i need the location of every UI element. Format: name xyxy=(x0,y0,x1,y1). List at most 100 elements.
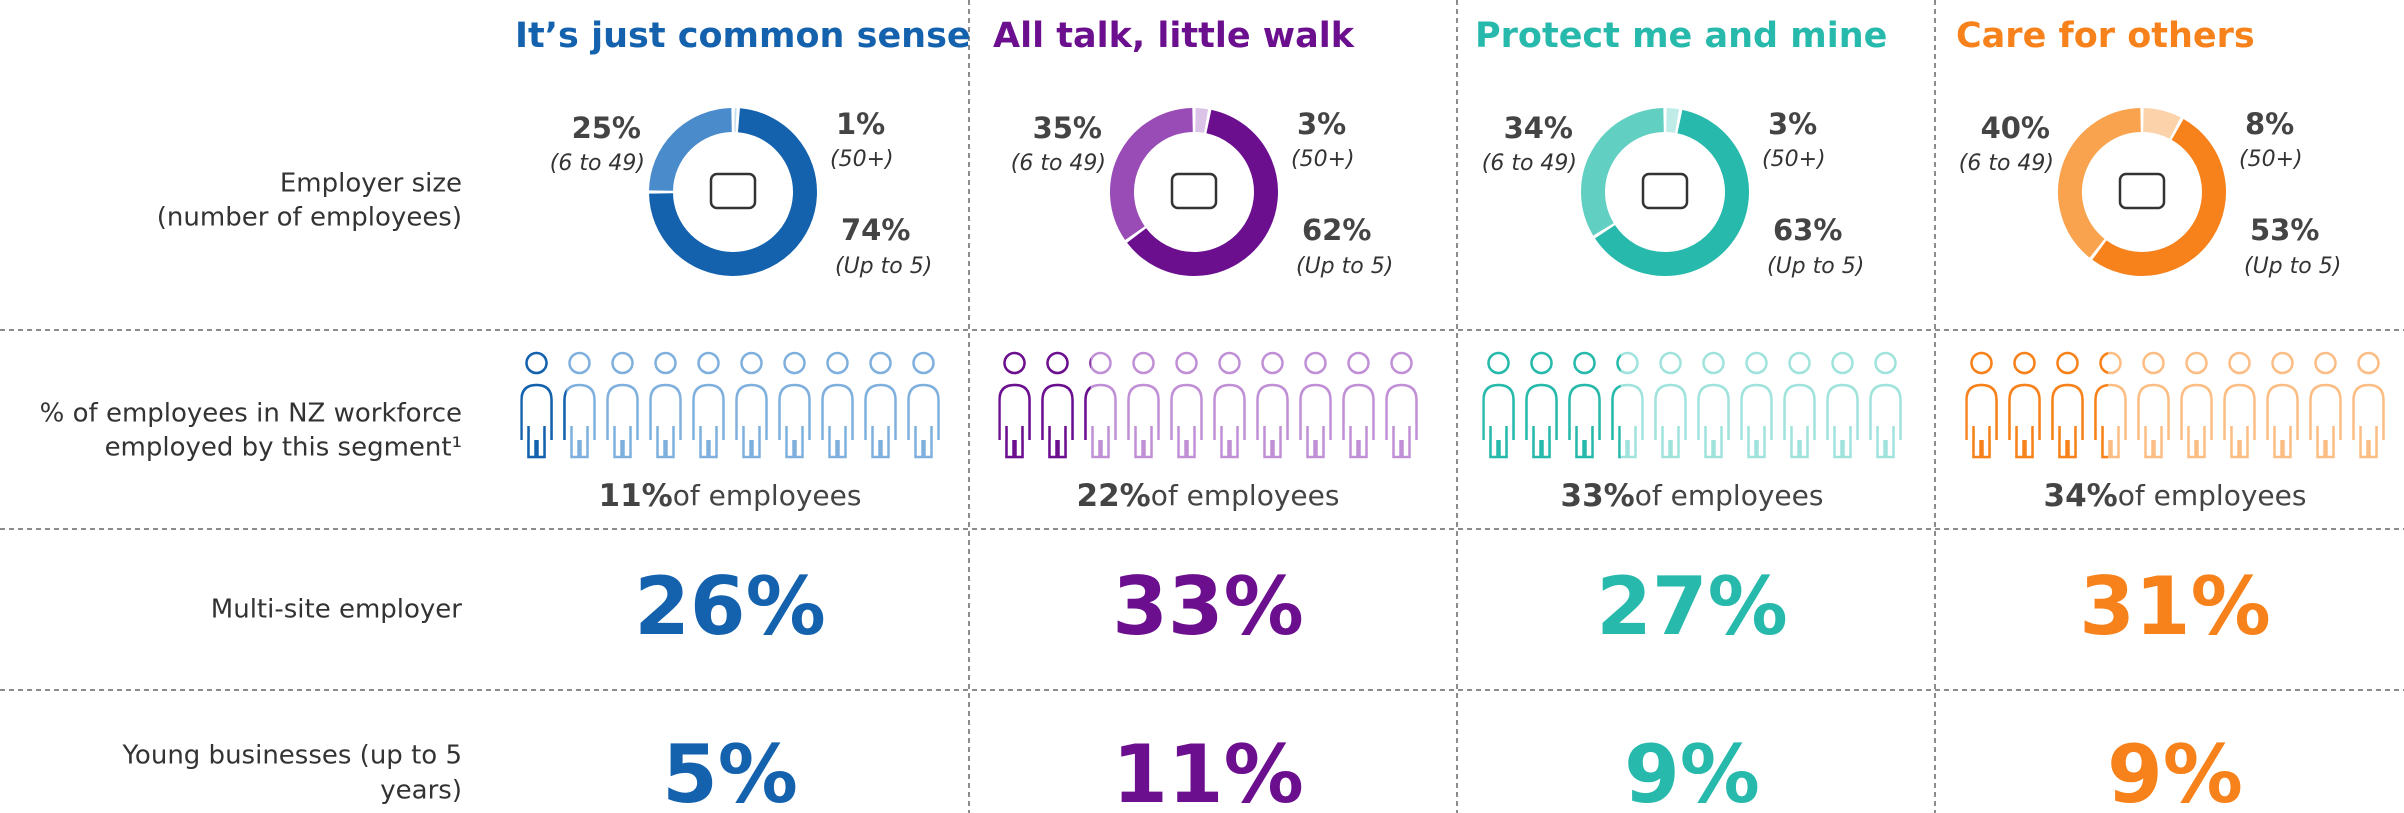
person-body xyxy=(1041,383,1074,459)
donut-note: (Up to 5) xyxy=(1296,254,1393,279)
people-share xyxy=(1965,351,2108,459)
person-body xyxy=(1213,383,1246,459)
person-body xyxy=(2008,383,2041,459)
employees-value: 33% xyxy=(1561,478,1635,514)
people-share xyxy=(1482,351,1621,459)
donut-note: (Up to 5) xyxy=(1767,254,1864,279)
employees-share: 34%of employees xyxy=(2044,478,2307,514)
person-head xyxy=(912,351,935,375)
person-head xyxy=(2271,351,2294,375)
donut-note: (Up to 5) xyxy=(835,254,932,279)
multi-site-value: 33% xyxy=(1112,560,1303,653)
person-head xyxy=(654,351,677,375)
donut-icon xyxy=(709,172,757,210)
young-value: 11% xyxy=(1112,728,1303,813)
donut-segment xyxy=(649,108,817,276)
donut-note: (50+) xyxy=(1762,147,1826,172)
person-head xyxy=(1347,351,1370,375)
donut-note: (6 to 49) xyxy=(1959,151,2054,176)
person-body xyxy=(520,383,553,459)
person-body xyxy=(1084,386,1091,440)
person-head xyxy=(826,351,849,375)
person-head xyxy=(2185,351,2208,375)
person-head xyxy=(1046,351,1069,375)
person-head xyxy=(1874,351,1897,375)
person-head xyxy=(783,351,806,375)
donut-value-label: 25% xyxy=(572,111,641,145)
person-body xyxy=(1127,383,1160,459)
donut-segment xyxy=(1110,108,1194,240)
donut-value-label: 8% xyxy=(2245,107,2294,141)
person-body xyxy=(2051,383,2084,459)
person-head xyxy=(1616,353,1621,373)
person-head xyxy=(1831,351,1854,375)
person-body xyxy=(1783,383,1816,459)
segment-title: Care for others xyxy=(1956,16,2255,56)
donut-value-label: 3% xyxy=(1768,107,1817,141)
person-body xyxy=(821,383,854,459)
employees-text: of employees xyxy=(1635,479,1824,512)
donut-segment xyxy=(1595,109,1749,276)
person-body xyxy=(1654,383,1687,459)
donut-value-label: 74% xyxy=(841,213,910,247)
person-body xyxy=(2352,383,2385,459)
donut-value-label: 40% xyxy=(1981,111,2050,145)
multi-site-value: 31% xyxy=(2079,560,2270,653)
donut-note: (6 to 49) xyxy=(1011,151,1106,176)
person-body xyxy=(1256,383,1289,459)
person-head xyxy=(1487,351,1510,375)
row-label: years) xyxy=(380,776,462,806)
donut-value-label: 3% xyxy=(1297,107,1346,141)
young-value: 9% xyxy=(2107,728,2243,813)
person-head xyxy=(1970,351,1993,375)
person-head xyxy=(2013,351,2036,375)
person-head xyxy=(1218,351,1241,375)
person-head xyxy=(1304,351,1327,375)
employees-share: 11%of employees xyxy=(599,478,862,514)
person-body xyxy=(1170,383,1203,459)
person-head xyxy=(697,351,720,375)
employees-text: of employees xyxy=(2118,479,2307,512)
donut-value-label: 62% xyxy=(1302,213,1371,247)
person-head xyxy=(2314,351,2337,375)
employees-text: of employees xyxy=(1151,479,1340,512)
person-head xyxy=(1003,351,1026,375)
donut-icon xyxy=(2118,172,2166,210)
donut-note: (6 to 49) xyxy=(550,151,645,176)
person-body xyxy=(1385,383,1418,459)
person-head xyxy=(1530,351,1553,375)
employees-share: 22%of employees xyxy=(1077,478,1340,514)
donut-value-label: 1% xyxy=(836,107,885,141)
people-light xyxy=(520,351,940,459)
person-head xyxy=(1089,351,1112,375)
person-body xyxy=(735,383,768,459)
donut-note: (50+) xyxy=(1291,147,1355,172)
person-body xyxy=(563,388,567,440)
donut-value-label: 63% xyxy=(1773,213,1842,247)
person-head xyxy=(1659,351,1682,375)
person-head xyxy=(2357,351,2380,375)
person-head xyxy=(1702,351,1725,375)
person-body xyxy=(649,383,682,459)
person-body xyxy=(606,383,639,459)
donut-segment xyxy=(1127,109,1278,276)
donut-value-label: 34% xyxy=(1504,111,1573,145)
multi-site-value: 27% xyxy=(1596,560,1787,653)
young-value: 9% xyxy=(1624,728,1760,813)
person-body xyxy=(692,383,725,459)
person-body xyxy=(1869,383,1902,459)
segment-title: It’s just common sense xyxy=(515,16,971,56)
person-head xyxy=(525,351,548,375)
donut-segment xyxy=(1581,108,1665,236)
donut-segment xyxy=(1665,108,1680,133)
people-share xyxy=(520,351,567,459)
person-body xyxy=(2266,383,2299,459)
person-head xyxy=(869,351,892,375)
employees-value: 34% xyxy=(2044,478,2118,514)
person-body xyxy=(907,383,940,459)
person-body xyxy=(998,383,1031,459)
person-body xyxy=(1826,383,1859,459)
row-label: % of employees in NZ workforce xyxy=(40,399,462,429)
